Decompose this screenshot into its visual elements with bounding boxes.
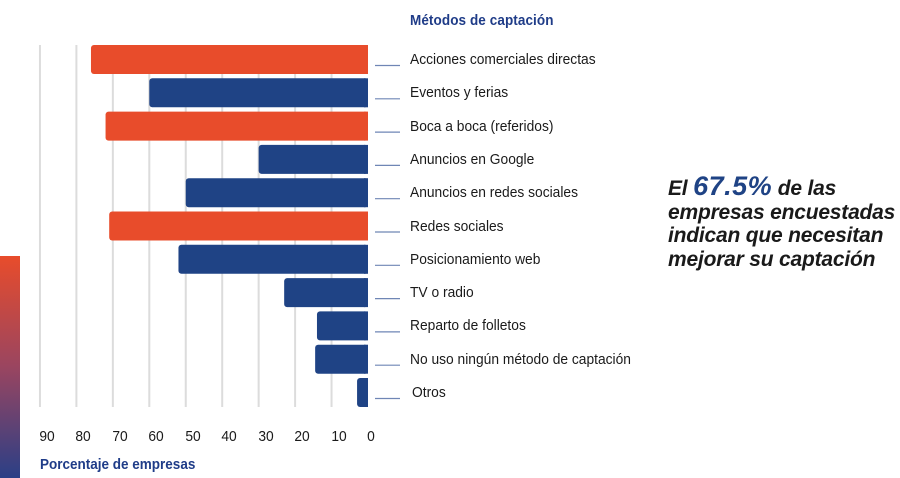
category-label: Otros xyxy=(412,384,446,401)
bar-edge xyxy=(364,45,368,74)
bar-edge xyxy=(364,378,368,407)
category-label: Posicionamiento web xyxy=(410,250,541,268)
bar xyxy=(258,144,368,174)
category-label: Redes sociales xyxy=(410,217,504,235)
bar xyxy=(284,278,368,308)
bar xyxy=(109,211,368,241)
category-label: Reparto de folletos xyxy=(410,317,526,335)
bar xyxy=(149,78,368,108)
x-tick-label: 50 xyxy=(185,428,201,445)
bars xyxy=(90,45,368,407)
category-label: Boca a boca (referidos) xyxy=(410,117,554,135)
x-tick-label: 90 xyxy=(39,428,55,445)
category-label: Anuncios en Google xyxy=(410,150,535,168)
x-tick-label: 80 xyxy=(75,428,92,445)
bar xyxy=(90,45,368,74)
bar-edge xyxy=(364,211,368,241)
x-tick-label: 70 xyxy=(112,428,128,445)
x-tick-label: 60 xyxy=(148,428,164,445)
category-label: Acciones comerciales directas xyxy=(410,51,596,68)
bar-edge xyxy=(364,111,368,141)
bar xyxy=(316,311,368,341)
x-tick-label: 20 xyxy=(294,428,310,445)
bar xyxy=(315,344,368,374)
gradient-accent-bar xyxy=(0,256,20,478)
bar xyxy=(105,111,368,141)
x-tick-label: 10 xyxy=(330,428,347,445)
category-label: Eventos y ferias xyxy=(410,84,509,102)
callout-prefix: El xyxy=(668,177,694,200)
bar-edge xyxy=(364,311,368,341)
bar-edge xyxy=(364,178,368,208)
callout-text: El 67.5% de las empresas encuestadas ind… xyxy=(668,173,898,271)
x-tick-label: 0 xyxy=(367,428,375,445)
bar-edge xyxy=(364,78,368,108)
category-label: TV o radio xyxy=(410,284,474,302)
bar-edge xyxy=(364,278,368,308)
bar-edge xyxy=(364,244,368,274)
x-axis-label: Porcentaje de empresas xyxy=(40,456,196,473)
callout-line-2: empresas encuestadas xyxy=(668,200,896,224)
x-tick-label: 40 xyxy=(221,428,237,445)
bar xyxy=(185,178,368,208)
callout-highlight-percent: 67.5% xyxy=(693,171,773,201)
bar-edge xyxy=(364,344,368,374)
callout-suffix: de las xyxy=(772,177,837,200)
callout-line-4: mejorar su captación xyxy=(668,247,876,271)
chart-title: Métodos de captación xyxy=(410,12,554,29)
bar xyxy=(178,244,368,274)
category-label: Anuncios en redes sociales xyxy=(410,184,579,202)
bar-edge xyxy=(364,144,368,174)
callout-line-3: indican que necesitan xyxy=(668,224,884,247)
x-tick-label: 30 xyxy=(257,428,274,445)
category-label: No uso ningún método de captación xyxy=(410,350,631,368)
leader-lines xyxy=(375,64,400,400)
